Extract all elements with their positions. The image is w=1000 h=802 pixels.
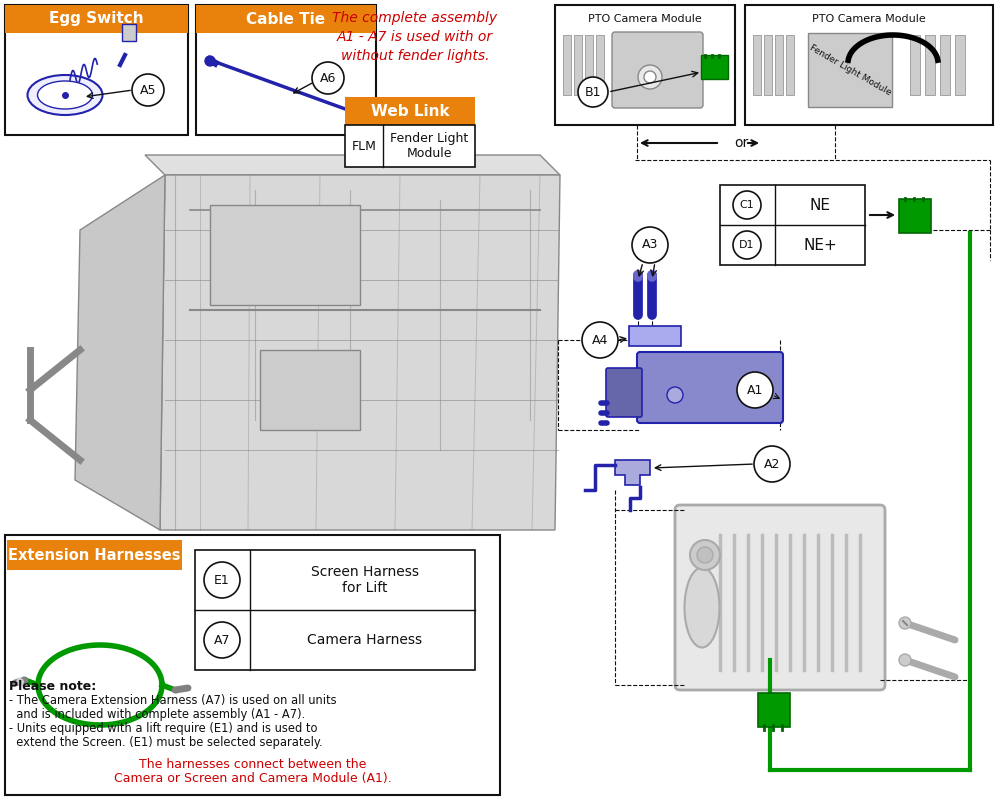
Text: C1: C1 bbox=[740, 200, 754, 210]
FancyBboxPatch shape bbox=[585, 35, 593, 95]
FancyBboxPatch shape bbox=[5, 5, 188, 135]
FancyBboxPatch shape bbox=[955, 35, 965, 95]
FancyBboxPatch shape bbox=[925, 35, 935, 95]
Circle shape bbox=[754, 446, 790, 482]
Text: NE+: NE+ bbox=[803, 237, 837, 253]
Text: - The Camera Extension Harness (A7) is used on all units: - The Camera Extension Harness (A7) is u… bbox=[9, 694, 337, 707]
Text: Camera Harness: Camera Harness bbox=[307, 633, 423, 647]
Circle shape bbox=[582, 322, 618, 358]
Circle shape bbox=[899, 617, 911, 629]
Text: The harnesses connect between the: The harnesses connect between the bbox=[139, 758, 366, 771]
FancyBboxPatch shape bbox=[675, 505, 885, 690]
Text: Please note:: Please note: bbox=[9, 680, 96, 693]
Text: extend the Screen. (E1) must be selected separately.: extend the Screen. (E1) must be selected… bbox=[9, 736, 323, 749]
Text: or: or bbox=[734, 136, 748, 150]
FancyBboxPatch shape bbox=[345, 97, 475, 125]
FancyBboxPatch shape bbox=[606, 368, 642, 417]
Polygon shape bbox=[160, 175, 560, 530]
FancyBboxPatch shape bbox=[808, 33, 892, 107]
Text: A5: A5 bbox=[140, 83, 156, 96]
FancyBboxPatch shape bbox=[555, 5, 735, 125]
Ellipse shape bbox=[28, 75, 103, 115]
Text: PTO Camera Module: PTO Camera Module bbox=[812, 14, 926, 24]
Polygon shape bbox=[615, 460, 650, 485]
Circle shape bbox=[733, 231, 761, 259]
FancyBboxPatch shape bbox=[910, 35, 920, 95]
Text: D1: D1 bbox=[739, 240, 755, 250]
Circle shape bbox=[632, 227, 668, 263]
Text: A4: A4 bbox=[592, 334, 608, 346]
FancyBboxPatch shape bbox=[563, 35, 571, 95]
FancyBboxPatch shape bbox=[5, 5, 188, 33]
Text: Fender Light Module: Fender Light Module bbox=[808, 43, 892, 97]
FancyBboxPatch shape bbox=[637, 352, 783, 423]
FancyBboxPatch shape bbox=[753, 35, 761, 95]
Text: A6: A6 bbox=[320, 71, 336, 84]
Circle shape bbox=[737, 372, 773, 408]
Text: A3: A3 bbox=[642, 238, 658, 252]
Text: PTO Camera Module: PTO Camera Module bbox=[588, 14, 702, 24]
FancyBboxPatch shape bbox=[7, 540, 182, 570]
Text: Cable Tie: Cable Tie bbox=[246, 11, 326, 26]
Text: Fender Light
Module: Fender Light Module bbox=[390, 132, 468, 160]
Text: without fender lights.: without fender lights. bbox=[341, 49, 489, 63]
FancyBboxPatch shape bbox=[196, 5, 376, 135]
Circle shape bbox=[578, 77, 608, 107]
FancyBboxPatch shape bbox=[196, 5, 376, 33]
Circle shape bbox=[644, 71, 656, 83]
Circle shape bbox=[205, 56, 215, 66]
FancyBboxPatch shape bbox=[764, 35, 772, 95]
Text: A1 - A7 is used with or: A1 - A7 is used with or bbox=[337, 30, 493, 44]
Text: Camera or Screen and Camera Module (A1).: Camera or Screen and Camera Module (A1). bbox=[114, 772, 391, 785]
Text: A1: A1 bbox=[747, 383, 763, 396]
Circle shape bbox=[638, 65, 662, 89]
Ellipse shape bbox=[38, 81, 92, 109]
Circle shape bbox=[697, 547, 713, 563]
Circle shape bbox=[204, 622, 240, 658]
FancyBboxPatch shape bbox=[899, 199, 931, 233]
Circle shape bbox=[204, 562, 240, 598]
FancyBboxPatch shape bbox=[758, 693, 790, 727]
Text: A2: A2 bbox=[764, 457, 780, 471]
Text: The complete assembly: The complete assembly bbox=[332, 11, 498, 25]
Text: - Units equipped with a lift require (E1) and is used to: - Units equipped with a lift require (E1… bbox=[9, 722, 318, 735]
FancyBboxPatch shape bbox=[786, 35, 794, 95]
Circle shape bbox=[132, 74, 164, 106]
FancyBboxPatch shape bbox=[596, 35, 604, 95]
Circle shape bbox=[899, 654, 911, 666]
FancyBboxPatch shape bbox=[612, 32, 703, 108]
FancyBboxPatch shape bbox=[5, 535, 500, 795]
Text: Extension Harnesses: Extension Harnesses bbox=[8, 548, 181, 562]
Text: FLM: FLM bbox=[352, 140, 376, 152]
Circle shape bbox=[667, 387, 683, 403]
FancyBboxPatch shape bbox=[940, 35, 950, 95]
Text: Screen Harness
for Lift: Screen Harness for Lift bbox=[311, 565, 419, 595]
Circle shape bbox=[733, 191, 761, 219]
FancyBboxPatch shape bbox=[775, 35, 783, 95]
Ellipse shape bbox=[684, 568, 720, 647]
Circle shape bbox=[16, 678, 24, 686]
FancyBboxPatch shape bbox=[345, 125, 475, 167]
Text: and is included with complete assembly (A1 - A7).: and is included with complete assembly (… bbox=[9, 708, 305, 721]
Polygon shape bbox=[75, 175, 165, 530]
FancyBboxPatch shape bbox=[260, 350, 360, 430]
Text: Egg Switch: Egg Switch bbox=[49, 11, 144, 26]
FancyBboxPatch shape bbox=[122, 24, 136, 41]
Text: A7: A7 bbox=[214, 634, 230, 646]
FancyBboxPatch shape bbox=[629, 326, 681, 346]
FancyBboxPatch shape bbox=[210, 205, 360, 305]
Text: NE: NE bbox=[810, 197, 830, 213]
Text: Web Link: Web Link bbox=[371, 103, 449, 119]
Circle shape bbox=[312, 62, 344, 94]
FancyBboxPatch shape bbox=[720, 185, 865, 265]
FancyBboxPatch shape bbox=[574, 35, 582, 95]
Text: B1: B1 bbox=[585, 86, 601, 99]
Polygon shape bbox=[145, 155, 560, 175]
FancyBboxPatch shape bbox=[195, 550, 475, 670]
FancyBboxPatch shape bbox=[701, 55, 728, 79]
Text: E1: E1 bbox=[214, 573, 230, 586]
Circle shape bbox=[690, 540, 720, 570]
FancyBboxPatch shape bbox=[745, 5, 993, 125]
